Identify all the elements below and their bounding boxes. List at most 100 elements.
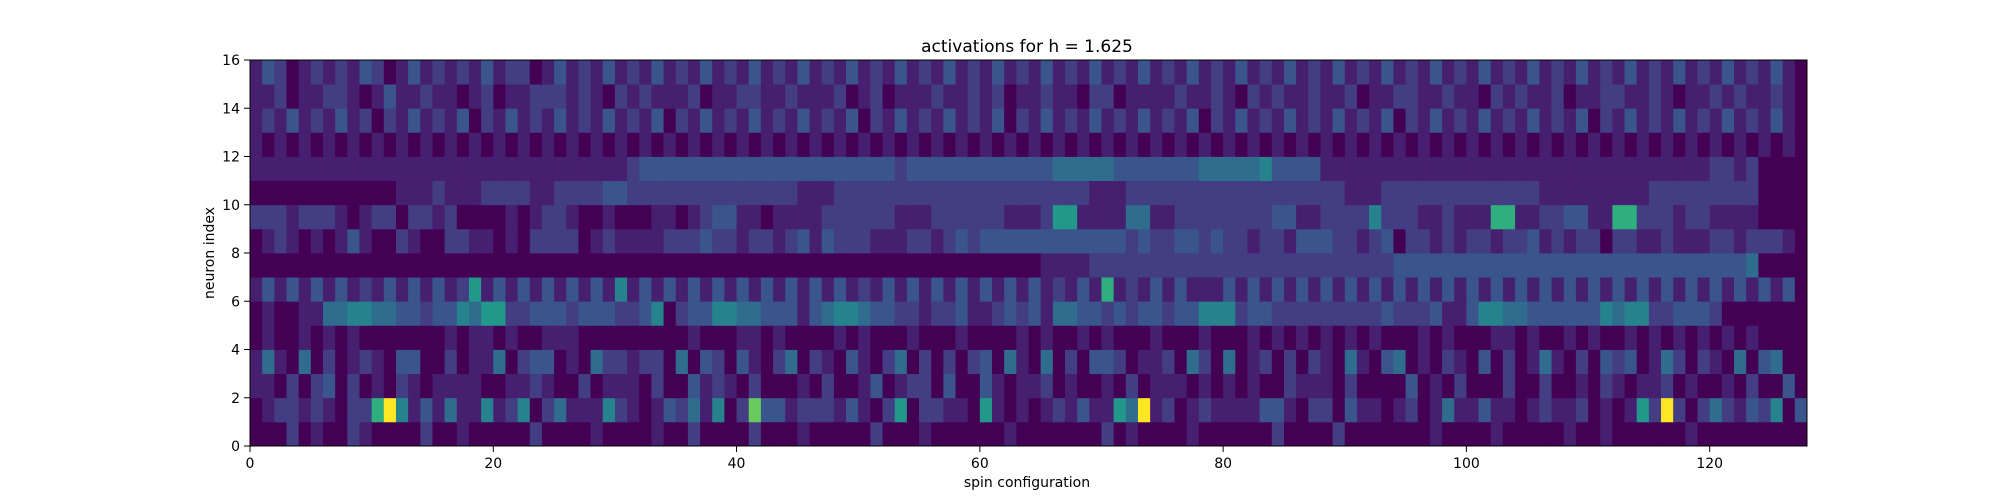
heatmap-cell — [1466, 349, 1479, 375]
heatmap-cell — [1758, 253, 1771, 278]
heatmap-cell — [1028, 132, 1042, 157]
heatmap-cell — [468, 132, 482, 157]
heatmap-cell — [1490, 132, 1504, 157]
heatmap-cell — [359, 421, 373, 447]
heatmap-cell — [395, 277, 409, 302]
heatmap-cell — [797, 156, 810, 182]
heatmap-cell — [1612, 204, 1625, 230]
heatmap-cell — [1709, 349, 1723, 375]
heatmap-cell — [1332, 373, 1346, 399]
heatmap-cell — [1296, 301, 1309, 326]
heatmap-cell — [322, 108, 336, 133]
heatmap-cell — [456, 228, 470, 254]
heatmap-cell — [846, 132, 859, 157]
heatmap-cell — [1527, 349, 1540, 375]
heatmap-cell — [1563, 301, 1577, 326]
heatmap-cell — [347, 108, 360, 133]
heatmap-cell — [481, 132, 494, 157]
heatmap-cell — [1746, 180, 1759, 206]
heatmap-cell — [967, 84, 981, 109]
heatmap-cell — [1101, 204, 1115, 230]
heatmap-cell — [1344, 301, 1358, 326]
heatmap-cell — [1210, 108, 1224, 133]
heatmap-cell — [578, 373, 591, 399]
heatmap-cell — [1746, 132, 1759, 157]
heatmap-cell — [335, 301, 348, 326]
heatmap-cell — [578, 60, 591, 85]
heatmap-cell — [1600, 301, 1613, 326]
heatmap-cell — [1417, 108, 1431, 133]
heatmap-cell — [517, 349, 531, 375]
heatmap-cell — [1636, 301, 1650, 326]
heatmap-cell — [700, 421, 713, 447]
heatmap-cell — [1697, 204, 1711, 230]
heatmap-cell — [1040, 84, 1054, 109]
heatmap-cell — [1162, 204, 1175, 230]
heatmap-cell — [724, 156, 737, 182]
heatmap-cell — [1734, 373, 1747, 399]
heatmap-cell — [1210, 60, 1224, 85]
heatmap-cell — [1490, 228, 1504, 254]
heatmap-cell — [1442, 156, 1455, 182]
heatmap-cell — [1515, 156, 1528, 182]
heatmap-cell — [1612, 373, 1625, 399]
heatmap-cell — [1429, 228, 1443, 254]
heatmap-cell — [432, 301, 446, 326]
heatmap-cell — [1612, 180, 1625, 206]
heatmap-cell — [1186, 349, 1200, 375]
heatmap-cell — [1174, 253, 1188, 278]
heatmap-cell — [1040, 301, 1054, 326]
heatmap-cell — [931, 84, 944, 109]
heatmap-cell — [1296, 421, 1309, 447]
heatmap-cell — [1064, 325, 1078, 350]
heatmap-cell — [456, 373, 470, 399]
heatmap-cell — [1393, 253, 1406, 278]
heatmap-cell — [359, 349, 373, 375]
heatmap-cell — [797, 325, 810, 350]
heatmap-cell — [627, 253, 640, 278]
heatmap-cell — [493, 373, 506, 399]
heatmap-cell — [1356, 84, 1370, 109]
heatmap-cell — [554, 180, 567, 206]
heatmap-cell — [1685, 397, 1698, 423]
heatmap-cell — [858, 373, 871, 399]
heatmap-cell — [310, 253, 324, 278]
heatmap-cell — [1283, 421, 1297, 447]
heatmap-cell — [1210, 228, 1224, 254]
heatmap-cell — [322, 277, 336, 302]
heatmap-cell — [882, 277, 896, 302]
heatmap-cell — [1125, 108, 1139, 133]
heatmap-cell — [1697, 228, 1711, 254]
heatmap-cell — [1198, 349, 1212, 375]
heatmap-cell — [1442, 132, 1455, 157]
heatmap-cell — [359, 228, 373, 254]
heatmap-cell — [919, 228, 932, 254]
y-tick-label: 4 — [231, 343, 240, 359]
heatmap-cell — [1028, 421, 1042, 447]
heatmap-cell — [687, 228, 701, 254]
heatmap-cell — [1259, 60, 1273, 85]
heatmap-cell — [1478, 108, 1492, 133]
heatmap-cell — [821, 204, 835, 230]
heatmap-cell — [602, 204, 616, 230]
heatmap-cell — [1794, 373, 1808, 399]
heatmap-cell — [992, 325, 1005, 350]
heatmap-cell — [1308, 228, 1321, 254]
heatmap-cell — [1064, 84, 1078, 109]
heatmap-cell — [1137, 421, 1151, 447]
heatmap-cell — [286, 349, 300, 375]
heatmap-cell — [1089, 325, 1102, 350]
heatmap-cell — [566, 301, 579, 326]
x-tick-label: 80 — [1214, 456, 1232, 472]
heatmap-cell — [1344, 108, 1358, 133]
heatmap-cell — [468, 277, 482, 302]
heatmap-cell — [250, 397, 263, 423]
heatmap-cell — [1417, 60, 1431, 85]
heatmap-cell — [724, 421, 737, 447]
heatmap-cell — [627, 277, 640, 302]
heatmap-cell — [955, 204, 969, 230]
heatmap-cell — [1369, 132, 1382, 157]
heatmap-cell — [1381, 301, 1394, 326]
heatmap-cell — [250, 60, 263, 85]
heatmap-cell — [468, 253, 482, 278]
